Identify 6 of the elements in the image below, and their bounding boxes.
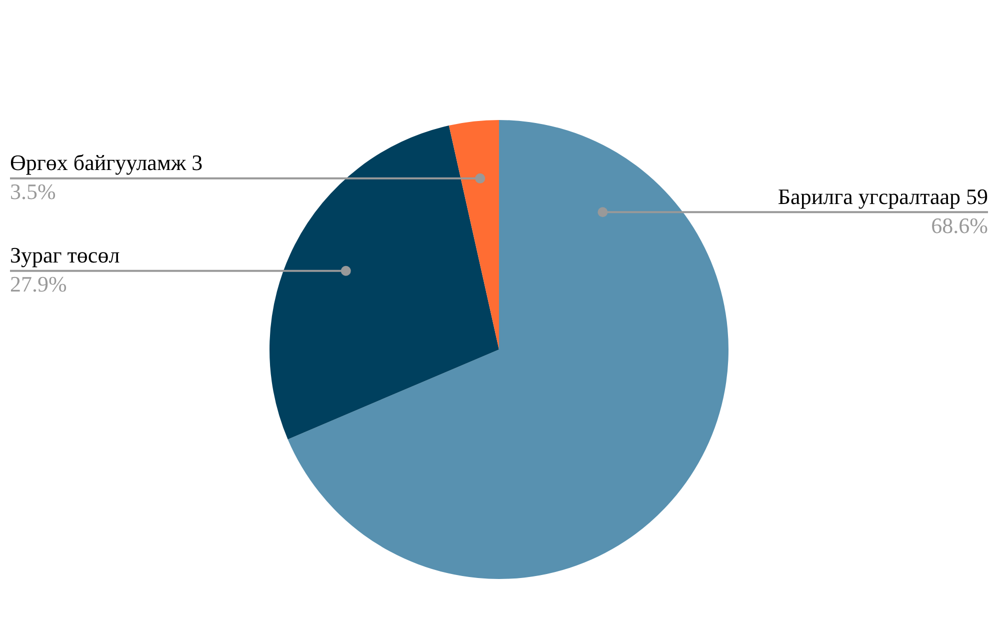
data-label: 68.6% [931,212,988,238]
slice-label: Барилга угсралтаар 59 [778,184,988,209]
slice-label: Зураг төсөл [10,242,120,268]
slice-label: Өргөх байгууламж 3 [10,150,203,176]
data-label: 3.5% [10,179,56,204]
data-label: 27.9% [10,272,67,297]
